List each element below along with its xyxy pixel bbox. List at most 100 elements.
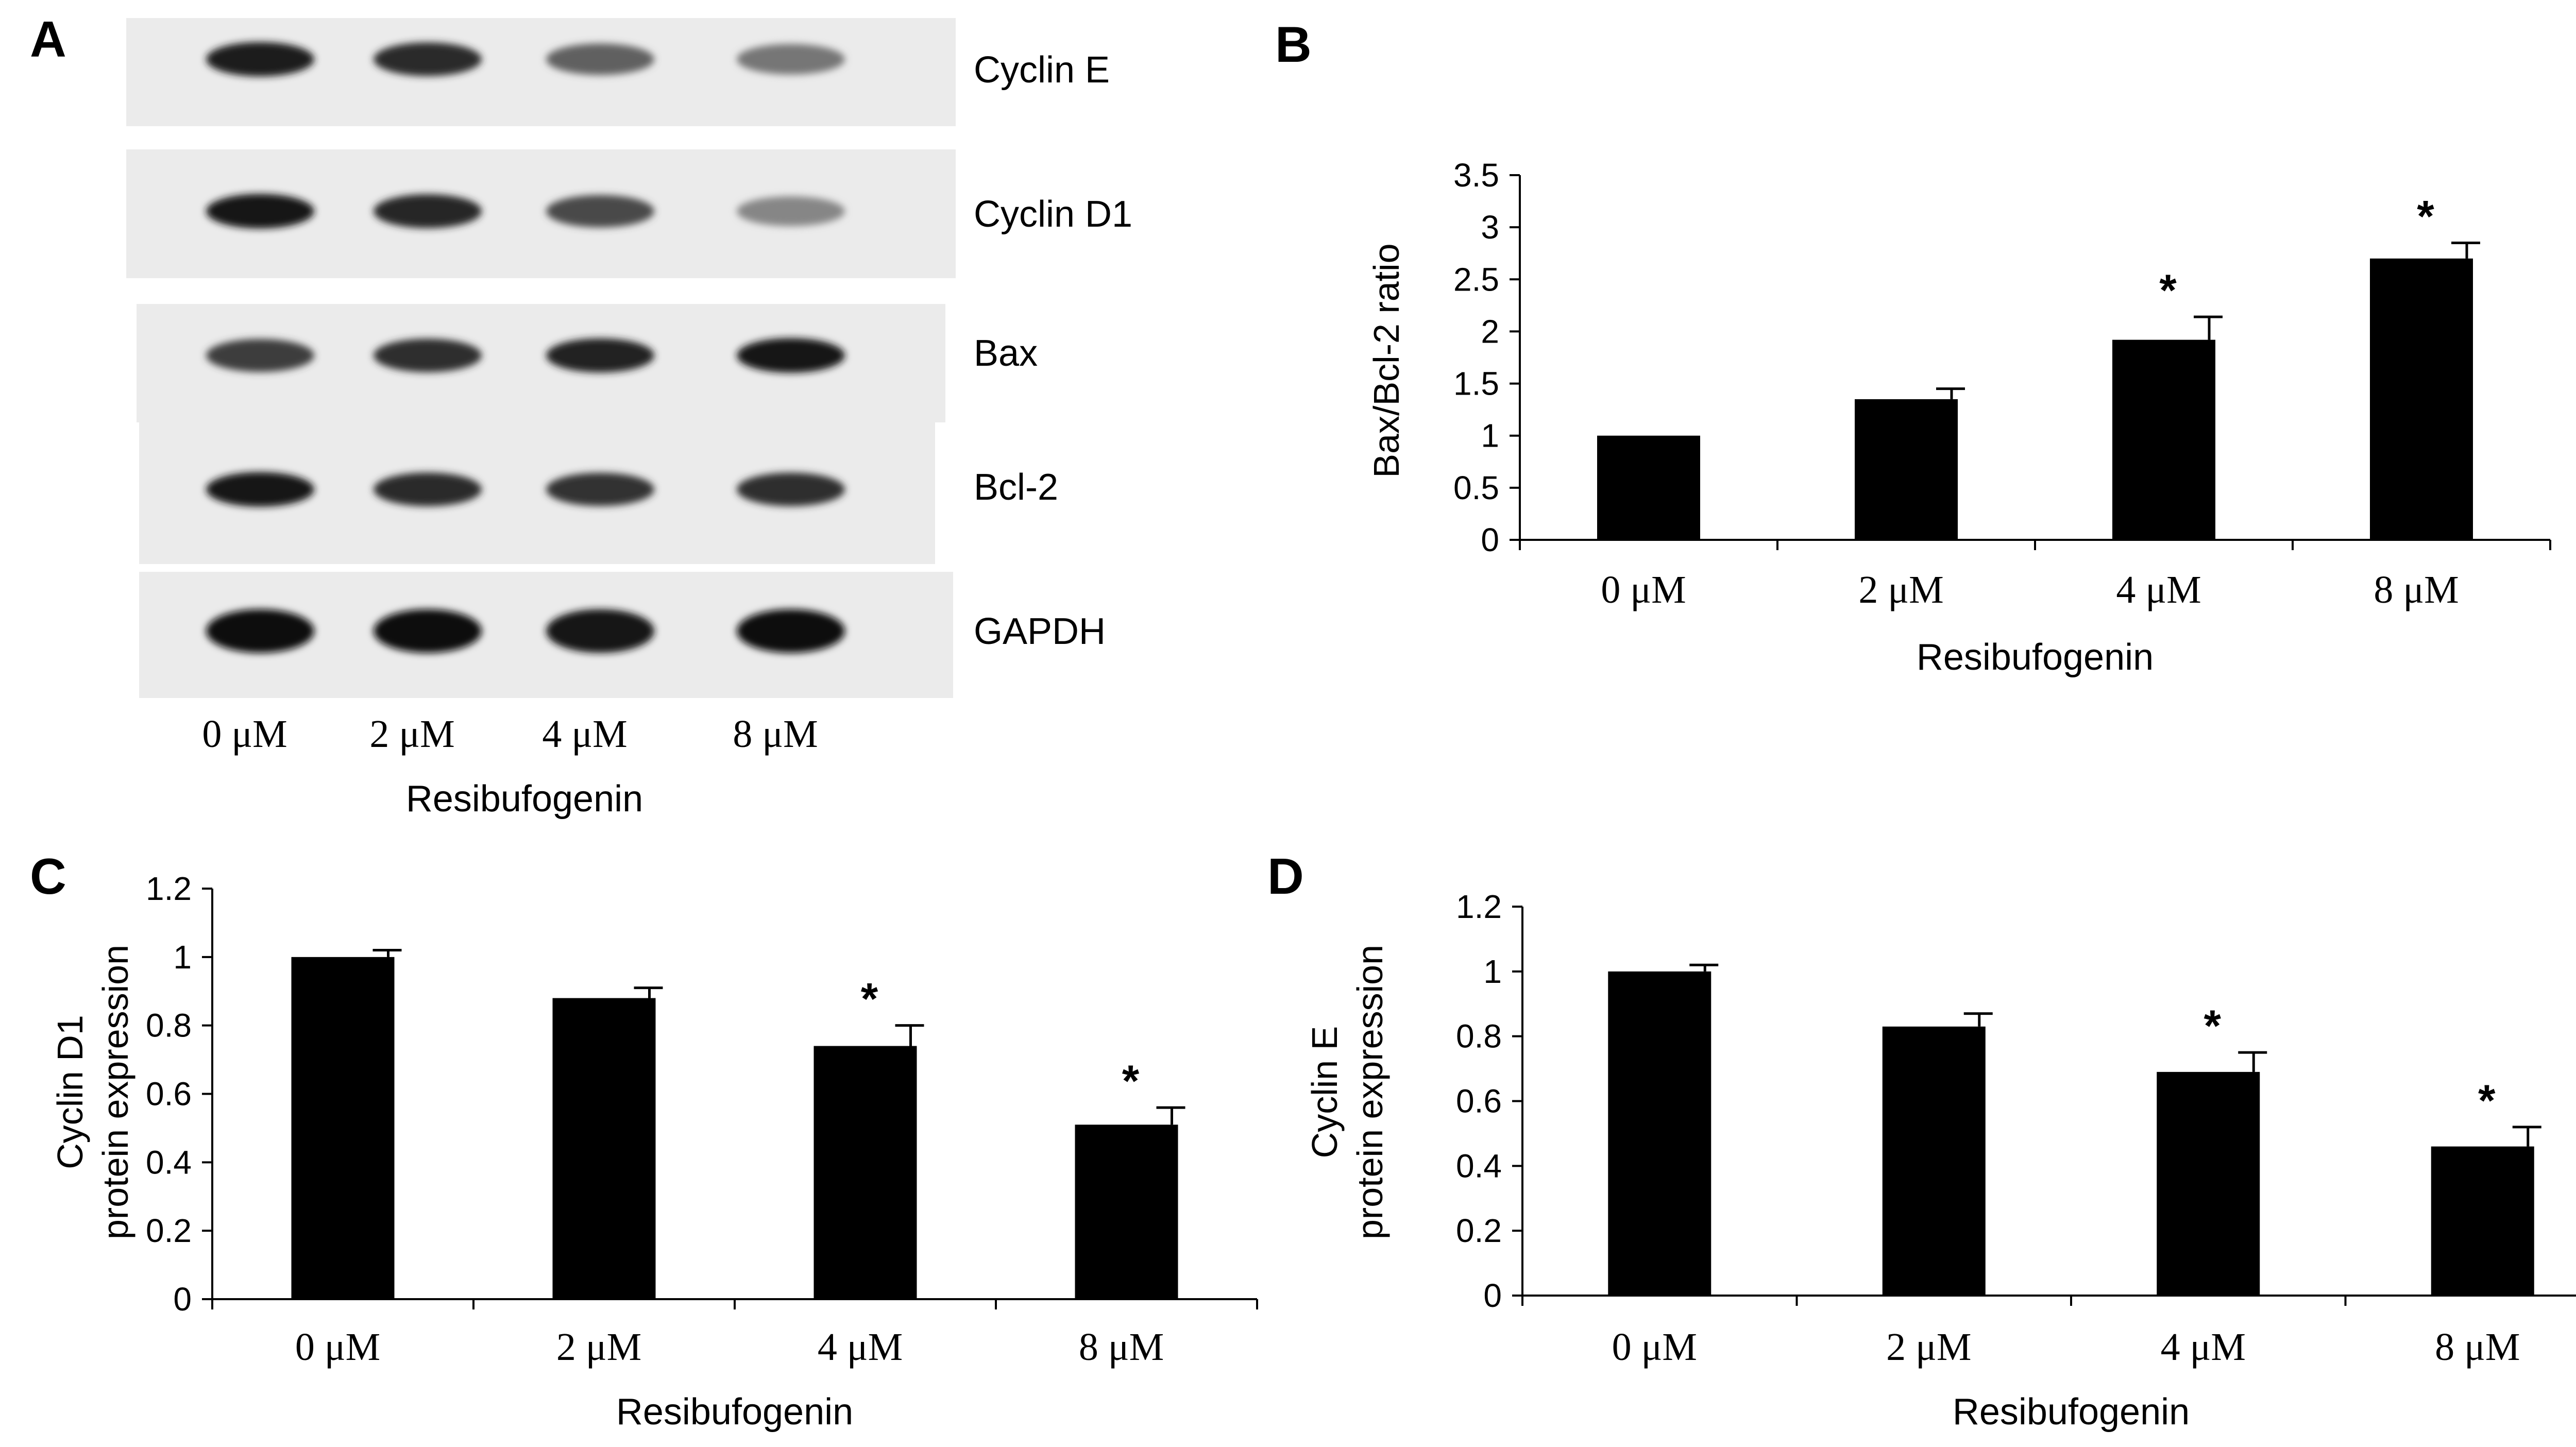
y-tick-label: 0.6 [146,1076,192,1113]
bar-chart-b: B 0 0.5 1 1.5 2 2.5 3 3.5 0 μM 2 μM * 4 μM * 8 μM Resib… [1275,16,2551,678]
panel-letter-b: B [1275,16,1312,73]
x-category-label: 0 μM [1601,568,1686,611]
blot-band [546,472,654,506]
x-category-label: 2 μM [1858,568,1943,611]
blot-band [737,44,845,75]
blot-band-label: Bcl-2 [974,467,1058,508]
bar-chart-d: D 0 0.2 0.4 0.6 0.8 1 1.2 0 μM 2 μM * 4 μM * 8 μM Resi… [1267,848,2576,1433]
x-category-label: 4 μM [2116,568,2201,611]
y-axis-label: Cyclin D1 protein expression [50,945,135,1239]
blot-band [374,338,482,372]
blot-band [546,43,654,75]
blot-lane-labels: 0 μM 2 μM 4 μM 8 μM [202,712,818,756]
y-tick-label: 3 [1481,209,1499,246]
bar [2112,339,2215,540]
bar [1597,435,1700,540]
y-tick-label: 0.2 [1456,1212,1502,1249]
y-tick-label: 2 [1481,313,1499,350]
x-category-label: 8 μM [1079,1325,1164,1369]
y-tick-label: 0.8 [146,1007,192,1044]
bar [1075,1125,1178,1299]
y-tick-label: 0.4 [1456,1147,1502,1184]
blot-band [206,472,314,507]
x-axis-label: Resibufogenin [616,1391,853,1433]
y-axis-label-line: protein expression [95,945,135,1239]
blot-band [206,194,314,229]
bar [1882,1026,1986,1296]
western-blot-panel: A Cyclin E Cyclin D1 Bax Bcl-2 GAPDH 0 μM 2 μ… [30,11,1132,820]
bar [1608,971,1711,1296]
blot-band [737,196,845,226]
x-category-label: 4 μM [2161,1325,2246,1369]
blot-x-label: Resibufogenin [406,778,643,820]
blot-band [206,42,314,77]
x-category-label: 0 μM [295,1325,380,1369]
blot-band [374,472,482,506]
significance-marker: * [2159,266,2177,315]
y-tick-label: 0 [1483,1277,1502,1314]
y-axis-label: Bax/Bcl-2 ratio [1366,243,1406,478]
blot-band [206,609,314,653]
bar [814,1046,917,1299]
blot-band [737,609,845,653]
blot-band-labels: Cyclin E Cyclin D1 Bax Bcl-2 GAPDH [974,49,1132,652]
blot-band-label: Bax [974,333,1038,374]
significance-marker: * [2417,192,2434,241]
y-tick-label: 1.2 [146,870,192,907]
blot-strips [126,18,956,698]
y-tick-label: 1.2 [1456,888,1502,925]
y-tick-label: 0.8 [1456,1018,1502,1055]
blot-lane-label: 8 μM [733,712,818,756]
bar [1855,399,1958,540]
blot-band [206,338,314,372]
bar-chart-c: C 0 0.2 0.4 0.6 0.8 1 1.2 0 μM 2 μM * 4 μM * 8 μM Resi… [30,848,1258,1433]
y-tick-label: 0.5 [1453,469,1499,506]
bar [2370,258,2473,540]
blot-lane-label: 0 μM [202,712,287,756]
significance-marker: * [861,975,878,1024]
panel-letter-d: D [1267,848,1304,905]
blot-lane-label: 4 μM [542,712,627,756]
panel-letter-c: C [30,848,66,905]
y-axis-label-line: Bax/Bcl-2 ratio [1366,243,1406,478]
panel-letter-a: A [30,11,66,67]
x-category-label: 4 μM [818,1325,903,1369]
x-category-label: 2 μM [556,1325,641,1369]
blot-band [546,338,654,373]
y-tick-label: 0.6 [1456,1083,1502,1120]
bar [291,957,395,1299]
blot-lane-label: 2 μM [369,712,454,756]
significance-marker: * [2478,1076,2496,1126]
y-tick-label: 3.5 [1453,157,1499,194]
x-axis-label: Resibufogenin [1953,1391,2190,1433]
y-axis-label-line: Cyclin D1 [50,1015,90,1169]
y-tick-label: 0.2 [146,1212,192,1249]
blot-band [737,472,845,506]
blot-band-label: Cyclin D1 [974,194,1132,235]
y-tick-label: 0 [173,1281,192,1318]
x-category-label: 2 μM [1886,1325,1971,1369]
significance-marker: * [2204,1001,2222,1051]
y-tick-label: 0 [1481,521,1499,558]
x-category-label: 0 μM [1612,1325,1697,1369]
blot-band-label: GAPDH [974,611,1106,652]
x-axis-label: Resibufogenin [1917,637,2154,678]
x-category-label: 8 μM [2374,568,2459,611]
x-category-label: 8 μM [2435,1325,2520,1369]
y-axis-label-line: Cyclin E [1304,1026,1345,1159]
bar [2157,1071,2260,1296]
blot-band [374,609,482,653]
blot-band [374,194,482,228]
y-tick-label: 2.5 [1453,261,1499,298]
y-tick-label: 1.5 [1453,365,1499,402]
blot-band-label: Cyclin E [974,49,1110,91]
significance-marker: * [1122,1057,1140,1106]
blot-band [737,338,845,373]
bar [2431,1146,2534,1296]
y-tick-label: 0.4 [146,1144,192,1181]
blot-band [374,42,482,76]
blot-band [546,609,654,653]
bar [552,998,656,1299]
